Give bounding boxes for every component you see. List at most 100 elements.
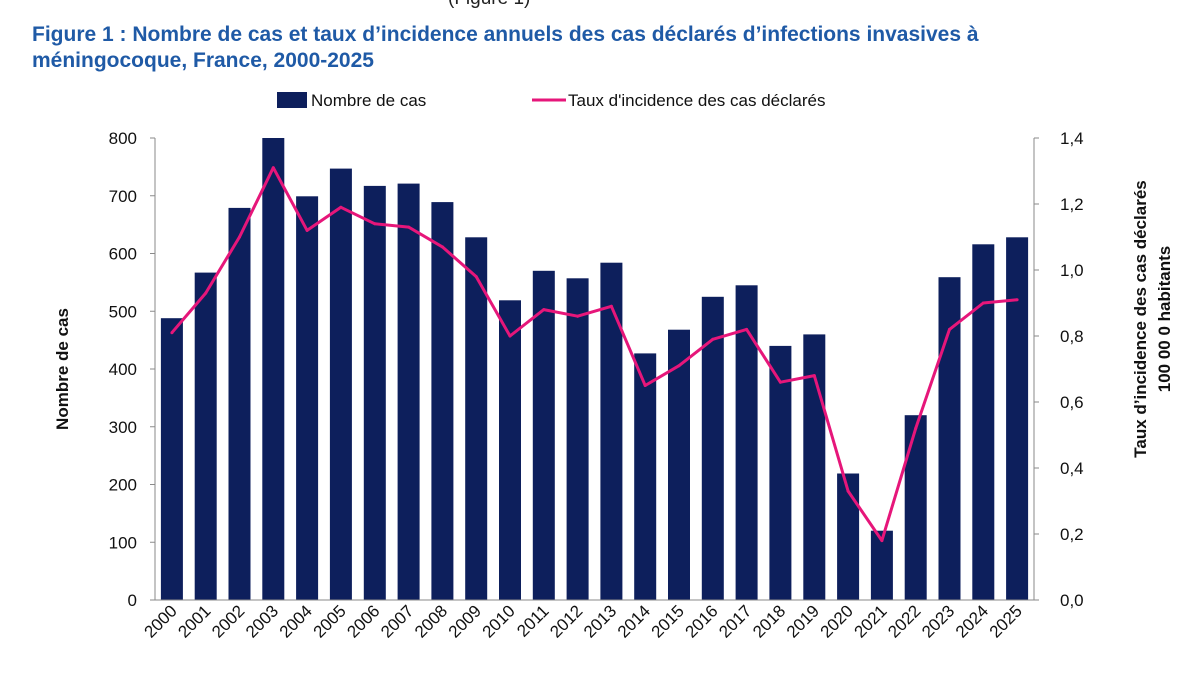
- x-tick-label-2020: 2020: [817, 601, 857, 641]
- bar-2021: [870, 530, 893, 600]
- x-tick-label-2025: 2025: [986, 601, 1026, 641]
- line-point-2004: [305, 228, 309, 232]
- bar-2014: [634, 353, 657, 600]
- x-tick-label-2011: 2011: [513, 601, 552, 640]
- bar-2022: [904, 415, 927, 600]
- title-line-2: méningocoque, France, 2000-2025: [32, 49, 374, 72]
- line-point-2023: [948, 327, 951, 331]
- x-tick-label-2014: 2014: [614, 601, 654, 641]
- right-tick-label: 0,6: [1060, 393, 1084, 412]
- bar-2012: [566, 278, 589, 600]
- bar-2018: [769, 345, 792, 600]
- line-point-2005: [339, 205, 343, 209]
- bar-2016: [701, 296, 724, 600]
- legend-swatch-bars: [277, 92, 307, 108]
- line-point-2018: [778, 380, 782, 384]
- x-tick-label-2021: 2021: [851, 601, 891, 641]
- x-tick-label-2016: 2016: [681, 601, 721, 641]
- right-tick-label: 0,0: [1060, 591, 1084, 610]
- right-tick-label: 1,4: [1060, 129, 1084, 148]
- left-tick-label: 200: [109, 476, 137, 495]
- right-tick-labels: 0,0 0,2 0,4 0,6 0,8 1,0 1,2 1,4: [1034, 129, 1084, 610]
- x-tick-label-2005: 2005: [310, 601, 350, 641]
- bar-2023: [938, 277, 961, 600]
- x-tick-label-2022: 2022: [884, 601, 924, 641]
- line-point-2024: [981, 301, 985, 305]
- left-tick-label: 0: [128, 591, 137, 610]
- line-point-2013: [609, 304, 613, 308]
- bar-2009: [465, 237, 488, 601]
- left-tick-labels: 0 100 200 300 400 500 600 700 800: [109, 129, 155, 610]
- line-point-2000: [170, 331, 174, 335]
- x-tick-label-2017: 2017: [715, 601, 755, 641]
- x-tick-label-2001: 2001: [174, 601, 214, 641]
- series-line-incidence: [170, 166, 1018, 543]
- x-tick-label-2007: 2007: [377, 601, 417, 641]
- x-tick-label-2006: 2006: [343, 601, 383, 641]
- left-tick-label: 600: [109, 245, 137, 264]
- x-tick-label-2008: 2008: [411, 601, 451, 641]
- bar-2024: [972, 244, 995, 601]
- line-point-2025: [1015, 298, 1019, 302]
- left-tick-label: 100: [109, 533, 137, 552]
- line-point-2020: [846, 489, 850, 493]
- right-tick-label: 1,0: [1060, 261, 1084, 280]
- legend-label-line: Taux d'incidence des cas déclarés: [568, 91, 825, 110]
- bar-2004: [296, 196, 319, 601]
- bars-group: [160, 138, 1029, 601]
- figure-title: Figure 1 : Nombre de cas et taux d’incid…: [32, 22, 1182, 74]
- bar-2003: [262, 138, 285, 600]
- x-tick-label-2012: 2012: [546, 601, 586, 641]
- line-point-2012: [576, 314, 580, 318]
- line-point-2006: [373, 222, 377, 226]
- axes-group: [154, 138, 1035, 601]
- bar-2005: [329, 168, 352, 600]
- left-tick-label: 700: [109, 187, 137, 206]
- right-tick-label: 1,2: [1060, 195, 1084, 214]
- line-point-2010: [508, 334, 512, 338]
- bar-2010: [499, 300, 521, 600]
- bar-2002: [228, 207, 251, 600]
- left-tick-label: 300: [109, 418, 137, 437]
- line-point-2009: [474, 275, 478, 279]
- right-tick-label: 0,8: [1060, 327, 1084, 346]
- bar-2020: [837, 473, 860, 600]
- legend: Nombre de cas Taux d'incidence des cas d…: [277, 91, 825, 110]
- bar-2019: [803, 334, 826, 600]
- line-point-2019: [812, 374, 816, 378]
- line-points-group: [170, 166, 1019, 543]
- line-point-2016: [711, 337, 715, 341]
- cut-off-text: (Figure 1): [448, 0, 530, 10]
- bar-2007: [397, 183, 420, 600]
- bar-2025: [1006, 237, 1029, 601]
- bar-2008: [431, 202, 454, 600]
- bar-2000: [160, 318, 183, 600]
- line-point-2014: [643, 384, 647, 387]
- left-tick-label: 500: [109, 302, 137, 321]
- legend-label-bars: Nombre de cas: [311, 91, 426, 110]
- line-point-2015: [677, 364, 681, 368]
- line-point-2022: [914, 426, 918, 430]
- left-tick-label: 800: [109, 129, 137, 148]
- y-axis-right-label-line1: Taux d’incidence des cas déclarés: [1131, 180, 1150, 458]
- bar-2015: [668, 329, 690, 600]
- x-tick-label-2013: 2013: [580, 601, 620, 641]
- y-axis-right-label-line2: 100 00 0 habitants: [1155, 246, 1174, 392]
- x-tick-label-2024: 2024: [952, 601, 992, 641]
- line-point-2011: [542, 308, 546, 312]
- x-tick-label-2009: 2009: [445, 601, 485, 641]
- x-tick-label-2010: 2010: [479, 601, 519, 641]
- y-axis-left-label: Nombre de cas: [53, 308, 72, 430]
- bar-2017: [735, 285, 758, 600]
- x-tick-label-2002: 2002: [208, 601, 248, 641]
- line-point-2017: [745, 327, 749, 331]
- right-tick-label: 0,2: [1060, 525, 1084, 544]
- x-tick-labels: 2000200120022003200420052006200720082009…: [141, 601, 1026, 641]
- x-tick-label-2004: 2004: [276, 601, 316, 641]
- left-tick-label: 400: [109, 360, 137, 379]
- line-point-2001: [204, 291, 208, 295]
- bar-2013: [600, 262, 623, 600]
- line-point-2003: [271, 166, 275, 170]
